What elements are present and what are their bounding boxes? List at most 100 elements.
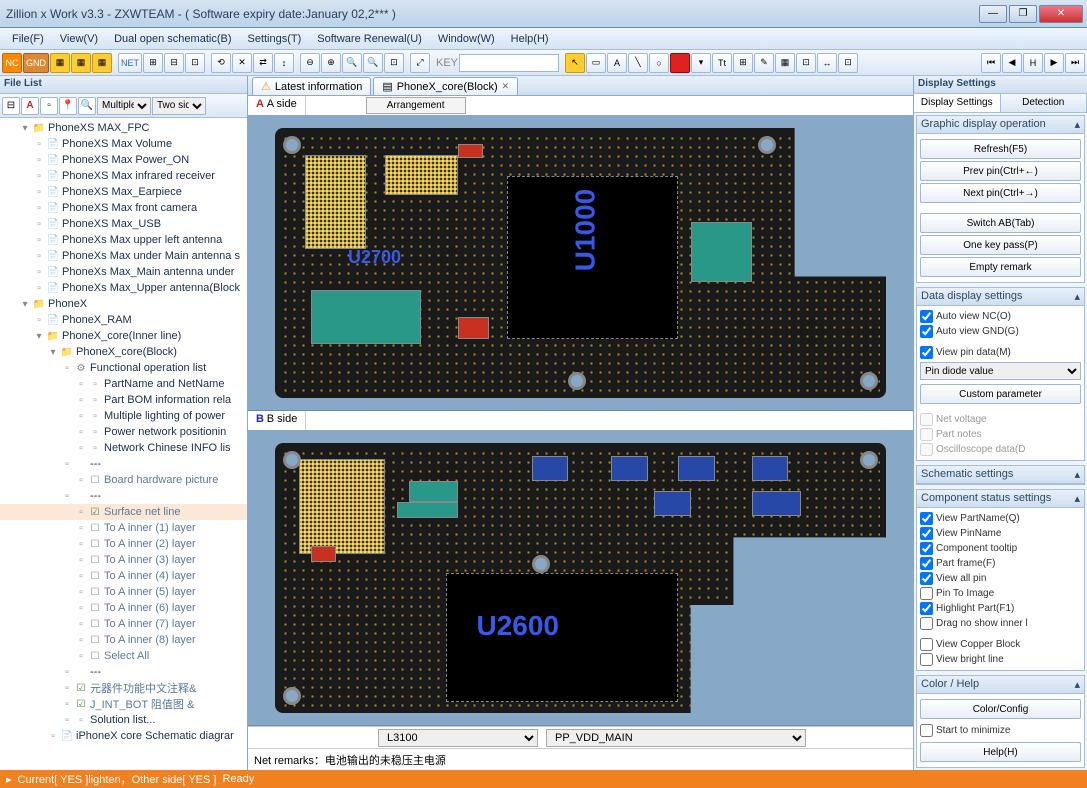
text-icon[interactable]: A [607, 53, 627, 73]
doc-tab[interactable]: ▤PhoneX_core(Block)✕ [373, 77, 518, 95]
tool-icon[interactable]: ▦ [50, 53, 70, 73]
settings-checkbox[interactable]: Drag no show inner l [920, 616, 1081, 631]
tree-item[interactable]: ▫📄PhoneXs Max_Main antenna under [0, 264, 247, 280]
save-icon[interactable]: H [1023, 53, 1043, 73]
settings-checkbox[interactable]: Part frame(F) [920, 556, 1081, 571]
tree-item[interactable]: ▫☐To A inner (3) layer [0, 552, 247, 568]
tool-icon[interactable]: ⟲ [211, 53, 231, 73]
pin-icon[interactable]: 📍 [59, 97, 77, 115]
tool-icon[interactable]: ⊡ [796, 53, 816, 73]
zoom-out-icon[interactable]: ⊖ [300, 53, 320, 73]
tool-icon[interactable]: ⊡ [838, 53, 858, 73]
tab-detection[interactable]: Detection [1001, 94, 1087, 112]
settings-checkbox[interactable]: View PartName(Q) [920, 511, 1081, 526]
tab-display-settings[interactable]: Display Settings [914, 94, 1001, 112]
close-tab-icon[interactable]: ✕ [502, 81, 510, 92]
tree-item[interactable]: ▫--- [0, 488, 247, 504]
dropdown-icon[interactable]: ▾ [691, 53, 711, 73]
tree-item[interactable]: ▫📄PhoneXs Max_Upper antenna(Block [0, 280, 247, 296]
pcb-view-a[interactable]: U1000 U2700 [248, 116, 913, 411]
text-tool-icon[interactable]: Tt [712, 53, 732, 73]
tree-item[interactable]: ▫☐To A inner (4) layer [0, 568, 247, 584]
menu-item[interactable]: Software Renewal(U) [309, 31, 430, 47]
arrangement-button[interactable]: Arrangement [366, 97, 466, 114]
settings-checkbox[interactable]: View pin data(M) [920, 345, 1081, 360]
a-icon[interactable]: A [21, 97, 39, 115]
settings-checkbox[interactable]: Pin To Image [920, 586, 1081, 601]
part-select[interactable]: L3100 [378, 729, 538, 747]
filter2-select[interactable]: Two side [152, 97, 206, 115]
nc-button[interactable]: NC [2, 53, 22, 73]
nav-fwd-icon[interactable]: ▶ [1044, 53, 1064, 73]
tree-item[interactable]: ▫--- [0, 664, 247, 680]
minimize-button[interactable]: — [979, 5, 1007, 23]
settings-checkbox[interactable]: View Copper Block [920, 637, 1081, 652]
tree-icon[interactable]: ⊟ [2, 97, 20, 115]
tree-item[interactable]: ▫▫Network Chinese INFO lis [0, 440, 247, 456]
tree-item[interactable]: ▫📄PhoneXS Max_USB [0, 216, 247, 232]
select-icon[interactable]: ▭ [586, 53, 606, 73]
settings-button[interactable]: Refresh(F5) [920, 139, 1081, 159]
settings-checkbox[interactable]: Component tooltip [920, 541, 1081, 556]
group-color-help[interactable]: Color / Help▴ [917, 676, 1084, 694]
tool-icon[interactable]: ⊞ [733, 53, 753, 73]
tree-item[interactable]: ▫☐Board hardware picture [0, 472, 247, 488]
settings-checkbox[interactable]: Highlight Part(F1) [920, 601, 1081, 616]
zoom-icon[interactable]: 🔍 [342, 53, 362, 73]
tool-icon[interactable]: ✕ [232, 53, 252, 73]
tool-icon[interactable]: ↔ [817, 53, 837, 73]
gnd-button[interactable]: GND [23, 53, 49, 73]
doc-tab[interactable]: ⚠Latest information [252, 77, 371, 95]
tree-item[interactable]: ▫☐To A inner (8) layer [0, 632, 247, 648]
start-minimize-checkbox[interactable]: Start to minimize [920, 723, 1081, 738]
file-tree[interactable]: ▾📁PhoneXS MAX_FPC▫📄PhoneXS Max Volume▫📄P… [0, 118, 247, 770]
tool-icon[interactable]: ▦ [92, 53, 112, 73]
menu-item[interactable]: Settings(T) [239, 31, 309, 47]
color-red-icon[interactable] [670, 53, 690, 73]
tree-item[interactable]: ▫☑Surface net line [0, 504, 247, 520]
tree-item[interactable]: ▫☐To A inner (5) layer [0, 584, 247, 600]
group-component-status[interactable]: Component status settings▴ [917, 490, 1084, 508]
tree-item[interactable]: ▫📄PhoneXS Max Power_ON [0, 152, 247, 168]
zoom-icon[interactable]: 🔍 [363, 53, 383, 73]
tree-item[interactable]: ▫📄PhoneXS Max front camera [0, 200, 247, 216]
menu-item[interactable]: Dual open schematic(B) [106, 31, 239, 47]
grid-icon[interactable]: ⊡ [185, 53, 205, 73]
settings-button[interactable]: Empty remark [920, 257, 1081, 277]
settings-button[interactable]: Next pin(Ctrl+→) [920, 183, 1081, 203]
grid-icon[interactable]: ⊞ [143, 53, 163, 73]
tree-item[interactable]: ▫☑元器件功能中文注释& [0, 680, 247, 696]
settings-button[interactable]: Prev pin(Ctrl+←) [920, 161, 1081, 181]
group-graphic-display[interactable]: Graphic display operation▴ [917, 116, 1084, 134]
close-button[interactable]: ✕ [1039, 5, 1083, 23]
key-input[interactable] [459, 54, 559, 72]
filter1-select[interactable]: Multiple f [97, 97, 151, 115]
settings-checkbox[interactable]: View all pin [920, 571, 1081, 586]
grid-icon[interactable]: ⊟ [164, 53, 184, 73]
tree-item[interactable]: ▫📄PhoneXS Max_Earpiece [0, 184, 247, 200]
tree-item[interactable]: ▾📁PhoneXS MAX_FPC [0, 120, 247, 136]
zoom-fit-icon[interactable]: ⊡ [384, 53, 404, 73]
menu-item[interactable]: Window(W) [430, 31, 503, 47]
tree-item[interactable]: ▫📄iPhoneX core Schematic diagrar [0, 728, 247, 744]
tree-item[interactable]: ▫📄PhoneXs Max under Main antenna s [0, 248, 247, 264]
tree-item[interactable]: ▾📁PhoneX_core(Inner line) [0, 328, 247, 344]
tree-item[interactable]: ▫▫PartName and NetName [0, 376, 247, 392]
menu-item[interactable]: File(F) [4, 31, 52, 47]
tree-item[interactable]: ▫☐To A inner (6) layer [0, 600, 247, 616]
tree-item[interactable]: ▫☐Select All [0, 648, 247, 664]
settings-checkbox[interactable]: Auto view GND(G) [920, 324, 1081, 339]
tree-item[interactable]: ▫📄PhoneXs Max upper left antenna [0, 232, 247, 248]
color-config-button[interactable]: Color/Config [920, 699, 1081, 719]
maximize-button[interactable]: ❐ [1009, 5, 1037, 23]
settings-checkbox[interactable]: View PinName [920, 526, 1081, 541]
tool-icon[interactable]: ✎ [754, 53, 774, 73]
pointer-icon[interactable]: ↖ [565, 53, 585, 73]
tool-icon[interactable]: ↕ [274, 53, 294, 73]
tree-item[interactable]: ▫▫Solution list... [0, 712, 247, 728]
nav-first-icon[interactable]: ⏮ [981, 53, 1001, 73]
help-button[interactable]: Help(H) [920, 742, 1081, 762]
net-button[interactable]: NET [118, 53, 142, 73]
measure-icon[interactable]: ⤢ [410, 53, 430, 73]
b-icon[interactable]: ▫ [40, 97, 58, 115]
